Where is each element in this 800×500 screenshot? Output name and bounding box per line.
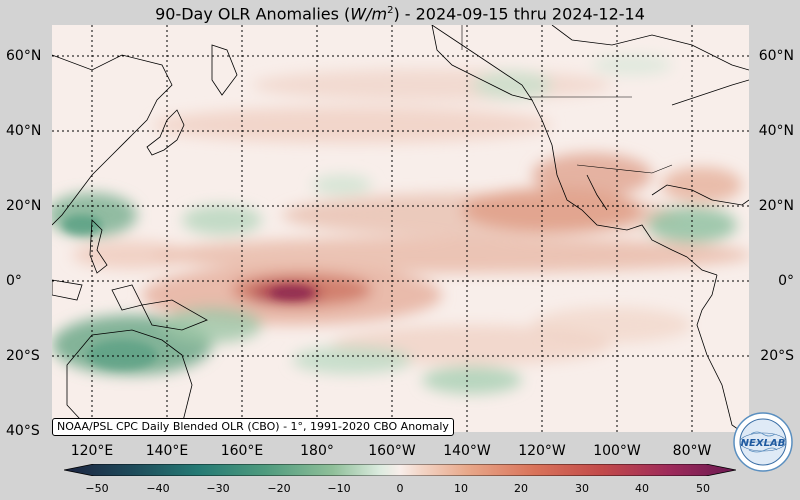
title-prefix: 90-Day OLR Anomalies ( xyxy=(155,4,351,24)
lon-label: 160°E xyxy=(220,443,264,459)
lat-label-right: 20°S xyxy=(760,348,794,364)
north-america-west-coastline xyxy=(551,144,688,258)
caribbean-coastline xyxy=(711,199,749,206)
philippines-coastline xyxy=(89,219,108,274)
map-panel xyxy=(52,25,749,432)
alaska-coastline xyxy=(431,25,533,101)
lat-label-left: 40°S xyxy=(6,423,40,439)
colorbar-tick-label: 40 xyxy=(635,482,649,495)
us-mexico-border xyxy=(576,164,673,174)
lat-label-left: 20°N xyxy=(6,198,42,214)
lat-label-right: 60°N xyxy=(758,48,794,64)
title-suffix: ) - 2024-09-15 thru 2024-12-14 xyxy=(393,4,645,24)
lon-label: 80°W xyxy=(672,443,712,459)
colorbar-tick-label: −50 xyxy=(85,482,109,495)
kamchatka-coastline xyxy=(211,44,238,96)
colorbar-tick-label: 50 xyxy=(696,482,710,495)
colorbar-tick-label: 0 xyxy=(396,482,404,495)
colorbar-tick-label: 30 xyxy=(575,482,589,495)
lon-label: 160°W xyxy=(368,443,416,459)
colorbar-tick-label: −10 xyxy=(327,482,351,495)
graticule xyxy=(52,25,749,432)
lon-label: 180° xyxy=(300,443,334,459)
logo-text: NEXLAB xyxy=(741,438,786,449)
olr-anomaly-map xyxy=(52,25,749,432)
lat-label-left: 60°N xyxy=(6,48,42,64)
lon-label: 100°W xyxy=(593,443,641,459)
borneo-coastline xyxy=(52,279,83,301)
baja-coastline xyxy=(586,174,608,211)
lat-label-left: 40°N xyxy=(6,123,42,139)
lon-label: 140°E xyxy=(145,443,189,459)
nexlab-logo: NEXLAB xyxy=(733,412,793,472)
hudson-coastline xyxy=(671,79,749,106)
colorbar-tick-label: −30 xyxy=(206,482,230,495)
title-unit: W/m xyxy=(350,4,388,24)
colorbar-tick-label: −20 xyxy=(267,482,291,495)
attribution-box: NOAA/PSL CPC Daily Blended OLR (CBO) - 1… xyxy=(52,418,454,436)
colorbar xyxy=(64,464,736,476)
coastlines xyxy=(52,25,749,432)
south-america-coastline xyxy=(696,274,743,432)
lat-label-left: 20°S xyxy=(6,348,40,364)
colorbar-tick-label: 20 xyxy=(514,482,528,495)
colorbar-tick-label: 10 xyxy=(454,482,468,495)
gulf-coastline xyxy=(651,184,713,201)
asia-coastline xyxy=(52,54,173,226)
lat-label-left: 0° xyxy=(6,273,22,289)
title-unit-exponent: 2 xyxy=(387,5,394,16)
japan-coastline xyxy=(146,109,185,156)
lat-label-right: 0° xyxy=(778,273,794,289)
borders xyxy=(461,25,673,174)
lon-label: 120°W xyxy=(518,443,566,459)
lon-label: 120°E xyxy=(70,443,114,459)
lon-label: 140°W xyxy=(443,443,491,459)
map-title: 90-Day OLR Anomalies (W/m2) - 2024-09-15… xyxy=(0,0,800,25)
lat-label-right: 40°N xyxy=(758,123,794,139)
colorbar-tick-label: −40 xyxy=(146,482,170,495)
colorbar-ramp xyxy=(64,464,736,476)
lat-label-right: 20°N xyxy=(758,198,794,214)
canada-coastline xyxy=(551,25,749,71)
